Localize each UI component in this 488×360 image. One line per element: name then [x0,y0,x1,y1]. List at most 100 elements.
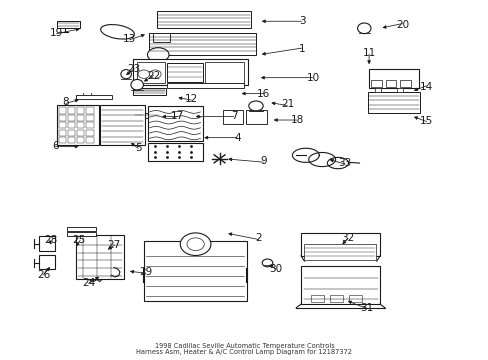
Bar [133,113,161,118]
Text: 11: 11 [362,48,375,58]
Bar [310,294,324,302]
Text: 3: 3 [298,16,305,26]
Text: 30: 30 [268,264,282,274]
Ellipse shape [131,80,143,90]
Ellipse shape [101,24,134,39]
Bar [59,137,66,143]
Bar [76,95,112,99]
Text: 14: 14 [419,81,432,91]
Bar [67,107,75,114]
Bar [374,87,380,92]
Text: 28: 28 [44,235,57,245]
Text: 20: 20 [395,20,408,30]
Bar [77,130,84,136]
Bar [77,122,84,129]
Text: 9: 9 [260,156,266,166]
Circle shape [149,70,161,78]
Bar [396,87,402,92]
Text: 21: 21 [281,99,294,109]
Bar [67,115,75,121]
Bar [86,115,93,121]
Text: 7: 7 [230,112,237,121]
Ellipse shape [262,259,272,267]
Text: 33: 33 [338,158,351,168]
Text: 1: 1 [298,45,305,54]
Text: Harness Asm, Heater & A/C Control Lamp Diagram for 12187372: Harness Asm, Heater & A/C Control Lamp D… [136,349,352,355]
Ellipse shape [248,101,263,111]
Bar [147,143,203,161]
Circle shape [186,238,204,251]
Text: 22: 22 [146,71,160,81]
Text: 27: 27 [107,240,121,250]
Bar [371,80,381,87]
Bar [86,122,93,129]
Bar [304,243,376,260]
Bar [59,107,66,114]
Bar [100,105,145,145]
Bar [86,137,93,143]
Bar [166,63,203,82]
Ellipse shape [121,69,131,79]
Bar [367,92,419,113]
Text: 19: 19 [49,27,62,37]
Text: 16: 16 [257,89,270,99]
Ellipse shape [147,48,169,62]
Bar [223,110,243,123]
Bar [86,130,93,136]
Text: 32: 32 [340,233,353,243]
Ellipse shape [357,23,370,33]
Bar [57,21,80,28]
Bar [133,59,248,85]
Bar [143,242,246,301]
Bar [385,80,396,87]
Text: 4: 4 [234,133,240,143]
Text: 26: 26 [38,270,51,280]
Text: 18: 18 [290,115,303,125]
Bar [59,122,66,129]
Bar [348,294,362,302]
Text: 29: 29 [140,267,153,277]
Bar [153,32,170,42]
Text: 13: 13 [122,34,136,44]
Bar [246,110,266,123]
Bar [205,62,243,83]
Text: 2: 2 [255,233,262,243]
Text: 24: 24 [82,278,95,288]
Circle shape [180,233,210,256]
Circle shape [138,70,149,78]
Text: 6: 6 [52,141,59,152]
Bar [67,122,75,129]
Text: 12: 12 [185,94,198,104]
Bar [157,12,250,28]
Bar [40,236,55,251]
Text: 15: 15 [419,116,432,126]
Bar [67,137,75,143]
Bar [166,83,243,88]
Bar [67,232,96,237]
Bar [137,62,165,83]
Text: 17: 17 [170,112,183,121]
Bar [147,106,203,141]
Text: 10: 10 [306,73,319,83]
Text: 31: 31 [359,303,372,313]
Text: 1998 Cadillac Seville Automatic Temperature Controls: 1998 Cadillac Seville Automatic Temperat… [154,343,334,349]
Bar [148,33,256,55]
Bar [59,115,66,121]
Text: 23: 23 [127,64,141,74]
Bar [399,80,410,87]
Bar [67,227,96,231]
Bar [301,233,379,256]
Bar [77,115,84,121]
Bar [76,235,123,279]
Bar [40,256,55,269]
Text: 5: 5 [135,143,141,153]
Bar [301,266,379,304]
Bar [77,137,84,143]
Bar [57,105,99,145]
Text: 25: 25 [72,235,85,245]
Bar [368,69,419,88]
Bar [329,294,343,302]
Bar [86,107,93,114]
Text: 8: 8 [62,98,69,107]
Bar [67,130,75,136]
